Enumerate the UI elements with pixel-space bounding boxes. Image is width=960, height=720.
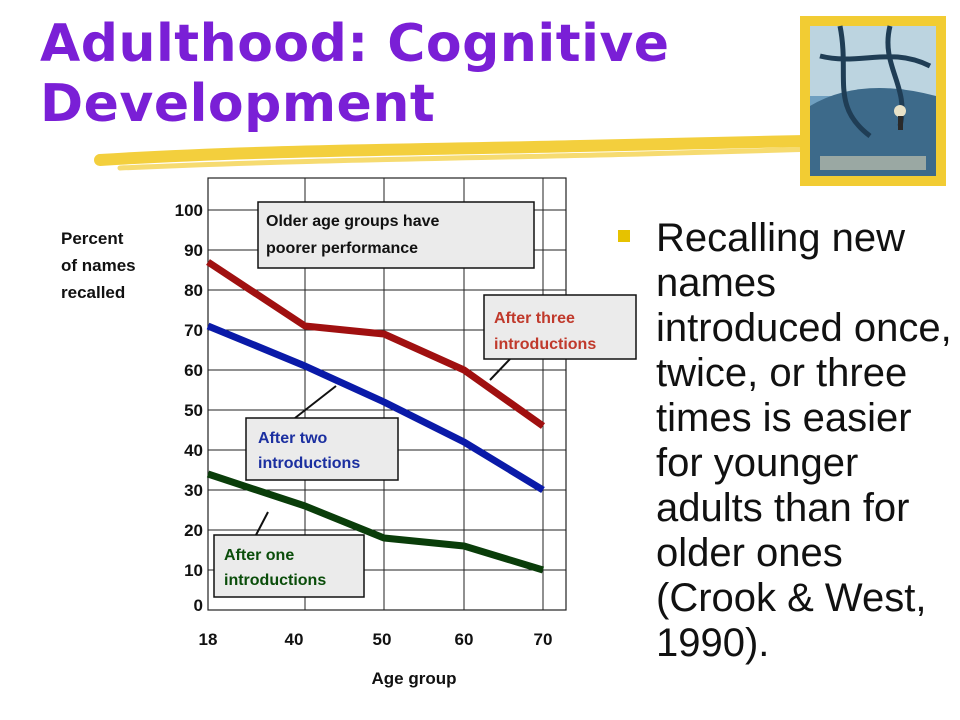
y-tick-label: 70 — [184, 321, 203, 340]
x-tick-label: 60 — [455, 630, 474, 649]
y-tick-label: 30 — [184, 481, 203, 500]
x-tick-label: 50 — [373, 630, 392, 649]
y-tick-label: 100 — [175, 201, 203, 220]
x-tick-label: 18 — [199, 630, 218, 649]
y-axis-title: Percent — [61, 229, 124, 248]
y-tick-label: 20 — [184, 521, 203, 540]
y-axis-title: recalled — [61, 283, 125, 302]
series-line-1 — [206, 259, 546, 429]
chart-ticks: 0 10 20 30 40 50 60 70 80 90 100 18 40 50 60 70 — [175, 201, 553, 649]
slide-title: Adulthood: Cognitive Development — [40, 14, 760, 134]
y-tick-label: 80 — [184, 281, 203, 300]
annotation-text-three: After three — [494, 310, 575, 327]
annotation-box-older — [257, 201, 535, 269]
x-axis-title: Age group — [372, 669, 457, 688]
y-axis-title: of names — [61, 256, 136, 275]
y-tick-label: 40 — [184, 441, 203, 460]
annotation-text-older: Older age groups have — [266, 213, 439, 230]
y-tick-label: 50 — [184, 401, 203, 420]
slide-title-line2: Development — [40, 74, 436, 134]
series-line-3 — [206, 470, 545, 574]
annotation-text-one: After one — [224, 547, 294, 564]
annotation-box-three — [483, 294, 637, 360]
slide-title-line1: Adulthood: Cognitive — [40, 14, 670, 74]
connector-three — [489, 358, 511, 381]
chart-series — [206, 259, 546, 574]
title-underline — [94, 134, 864, 171]
series-line-2 — [206, 322, 545, 493]
bullet-marker — [618, 230, 630, 242]
annotation-text-two: introductions — [258, 455, 360, 472]
annotation-connectors — [255, 358, 511, 536]
y-tick-label: 10 — [184, 561, 203, 580]
y-tick-label: 0 — [194, 596, 203, 615]
x-tick-label: 70 — [534, 630, 553, 649]
annotation-box-two — [245, 417, 399, 481]
annotation-text-older: poorer performance — [266, 240, 418, 257]
axis-titles: Percent of names recalled Age group — [61, 229, 457, 688]
annotation-box-one — [213, 534, 365, 598]
x-tick-label: 40 — [285, 630, 304, 649]
bullet-text: Recalling new names introduced once, twi… — [656, 216, 952, 665]
annotation-text-one: introductions — [224, 572, 326, 589]
painting-thumbnail — [800, 16, 946, 186]
annotation-text-two: After two — [258, 430, 328, 447]
connector-one — [255, 511, 269, 536]
y-tick-label: 90 — [184, 241, 203, 260]
annotation-text-three: introductions — [494, 336, 596, 353]
chart-annotations: Older age groups have poorer performance A… — [213, 201, 637, 598]
connector-two — [294, 385, 337, 419]
y-tick-label: 60 — [184, 361, 203, 380]
